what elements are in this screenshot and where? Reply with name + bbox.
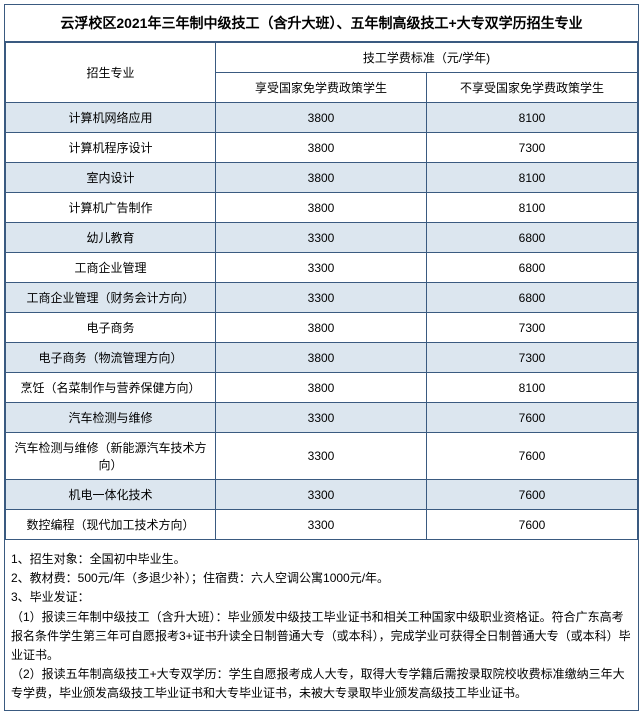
note-line: （2）报读五年制高级技工+大专双学历：学生自愿报考成人大专，取得大专学籍后需按录… xyxy=(11,665,632,703)
cell-fee-free: 3800 xyxy=(216,163,427,193)
cell-fee-nofree: 7300 xyxy=(427,343,638,373)
note-line: （1）报读三年制中级技工（含升大班）：毕业颁发中级技工毕业证书和相关工种国家中级… xyxy=(11,608,632,666)
cell-fee-free: 3800 xyxy=(216,373,427,403)
table-row: 幼儿教育33006800 xyxy=(6,223,638,253)
header-fee-free: 享受国家免学费政策学生 xyxy=(216,73,427,103)
header-fee-group: 技工学费标准（元/学年) xyxy=(216,43,638,73)
cell-major: 汽车检测与维修 xyxy=(6,403,216,433)
cell-fee-nofree: 6800 xyxy=(427,223,638,253)
cell-fee-nofree: 8100 xyxy=(427,163,638,193)
cell-major: 计算机广告制作 xyxy=(6,193,216,223)
cell-major: 室内设计 xyxy=(6,163,216,193)
cell-fee-nofree: 7600 xyxy=(427,403,638,433)
table-row: 数控编程（现代加工技术方向）33007600 xyxy=(6,510,638,540)
cell-fee-nofree: 7300 xyxy=(427,133,638,163)
cell-fee-free: 3800 xyxy=(216,343,427,373)
cell-fee-free: 3800 xyxy=(216,193,427,223)
document-frame: 云浮校区2021年三年制中级技工（含升大班）、五年制高级技工+大专双学历招生专业… xyxy=(4,4,639,711)
cell-fee-free: 3300 xyxy=(216,403,427,433)
cell-fee-free: 3800 xyxy=(216,313,427,343)
table-row: 电子商务38007300 xyxy=(6,313,638,343)
table-row: 汽车检测与维修（新能源汽车技术方向）33007600 xyxy=(6,433,638,480)
table-row: 机电一体化技术33007600 xyxy=(6,480,638,510)
note-line: 1、招生对象：全国初中毕业生。 xyxy=(11,550,632,569)
cell-fee-free: 3800 xyxy=(216,103,427,133)
table-row: 汽车检测与维修33007600 xyxy=(6,403,638,433)
header-fee-nofree: 不享受国家免学费政策学生 xyxy=(427,73,638,103)
cell-fee-free: 3300 xyxy=(216,253,427,283)
cell-major: 计算机网络应用 xyxy=(6,103,216,133)
table-row: 计算机广告制作38008100 xyxy=(6,193,638,223)
cell-major: 烹饪（名菜制作与营养保健方向） xyxy=(6,373,216,403)
cell-fee-free: 3300 xyxy=(216,433,427,480)
cell-fee-nofree: 8100 xyxy=(427,103,638,133)
cell-major: 电子商务（物流管理方向） xyxy=(6,343,216,373)
note-line: 2、教材费：500元/年（多退少补）；住宿费：六人空调公寓1000元/年。 xyxy=(11,569,632,588)
cell-fee-free: 3800 xyxy=(216,133,427,163)
table-row: 计算机程序设计38007300 xyxy=(6,133,638,163)
cell-major: 数控编程（现代加工技术方向） xyxy=(6,510,216,540)
cell-fee-nofree: 8100 xyxy=(427,373,638,403)
cell-fee-free: 3300 xyxy=(216,510,427,540)
cell-fee-nofree: 8100 xyxy=(427,193,638,223)
table-row: 室内设计38008100 xyxy=(6,163,638,193)
cell-major: 幼儿教育 xyxy=(6,223,216,253)
header-major: 招生专业 xyxy=(6,43,216,103)
cell-fee-free: 3300 xyxy=(216,480,427,510)
table-row: 电子商务（物流管理方向）38007300 xyxy=(6,343,638,373)
cell-fee-free: 3300 xyxy=(216,223,427,253)
cell-fee-nofree: 6800 xyxy=(427,253,638,283)
table-row: 工商企业管理33006800 xyxy=(6,253,638,283)
cell-fee-nofree: 7300 xyxy=(427,313,638,343)
cell-major: 机电一体化技术 xyxy=(6,480,216,510)
table-body: 计算机网络应用38008100计算机程序设计38007300室内设计380081… xyxy=(6,103,638,540)
cell-major: 工商企业管理 xyxy=(6,253,216,283)
cell-major: 工商企业管理（财务会计方向） xyxy=(6,283,216,313)
table-row: 烹饪（名菜制作与营养保健方向）38008100 xyxy=(6,373,638,403)
cell-major: 计算机程序设计 xyxy=(6,133,216,163)
table-header: 招生专业 技工学费标准（元/学年) 享受国家免学费政策学生 不享受国家免学费政策… xyxy=(6,43,638,103)
note-line: 3、毕业发证： xyxy=(11,588,632,607)
cell-fee-nofree: 7600 xyxy=(427,510,638,540)
notes-section: 1、招生对象：全国初中毕业生。2、教材费：500元/年（多退少补）；住宿费：六人… xyxy=(5,540,638,710)
table-row: 工商企业管理（财务会计方向）33006800 xyxy=(6,283,638,313)
table-row: 计算机网络应用38008100 xyxy=(6,103,638,133)
cell-fee-nofree: 7600 xyxy=(427,433,638,480)
cell-fee-nofree: 6800 xyxy=(427,283,638,313)
cell-major: 汽车检测与维修（新能源汽车技术方向） xyxy=(6,433,216,480)
cell-major: 电子商务 xyxy=(6,313,216,343)
cell-fee-free: 3300 xyxy=(216,283,427,313)
tuition-table: 招生专业 技工学费标准（元/学年) 享受国家免学费政策学生 不享受国家免学费政策… xyxy=(5,42,638,540)
document-title: 云浮校区2021年三年制中级技工（含升大班）、五年制高级技工+大专双学历招生专业 xyxy=(5,5,638,42)
cell-fee-nofree: 7600 xyxy=(427,480,638,510)
